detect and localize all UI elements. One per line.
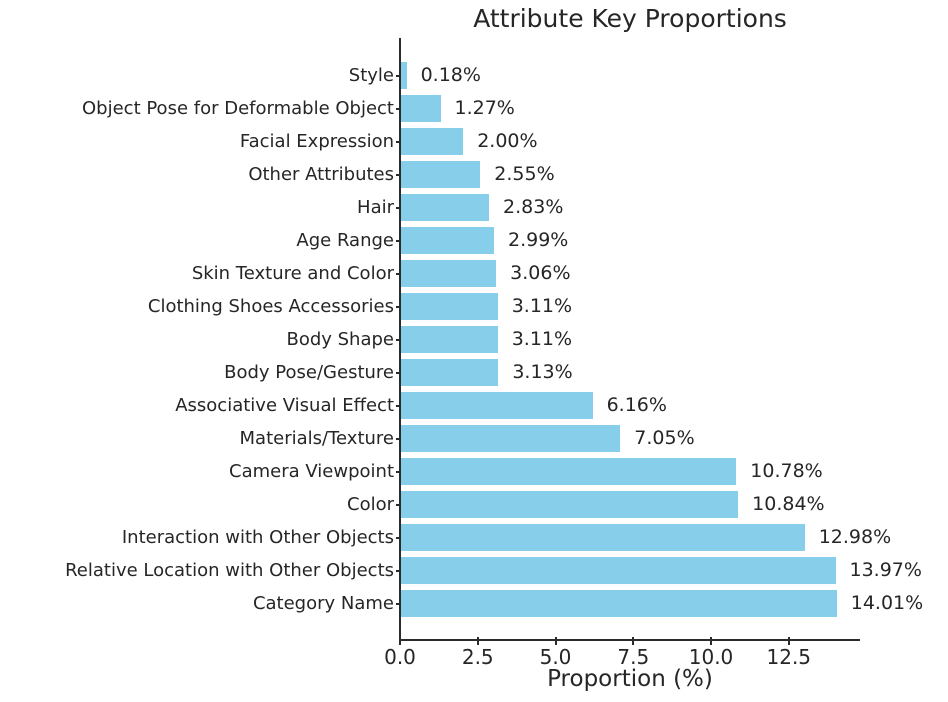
x-axis-label: Proportion (%) xyxy=(547,666,713,692)
y-tick-mark xyxy=(396,305,404,308)
y-tick-mark xyxy=(396,371,404,374)
bar xyxy=(401,293,498,320)
bar xyxy=(401,161,481,188)
bar-value-label: 2.83% xyxy=(503,196,564,218)
bar-value-label: 1.27% xyxy=(454,97,515,119)
y-tick-mark xyxy=(396,602,404,605)
y-tick-mark xyxy=(396,437,404,440)
bar-value-label: 13.97% xyxy=(849,559,922,581)
category-label: Object Pose for Deformable Object xyxy=(82,98,394,119)
category-label: Color xyxy=(347,494,394,515)
x-tick-mark xyxy=(710,637,713,645)
category-label: Other Attributes xyxy=(248,164,394,185)
y-tick-mark xyxy=(396,206,404,209)
y-tick-mark xyxy=(396,503,404,506)
x-tick-label: 10.0 xyxy=(688,645,734,669)
chart-title: Attribute Key Proportions xyxy=(473,4,787,33)
bar-value-label: 2.55% xyxy=(494,163,555,185)
bar xyxy=(401,95,441,122)
x-tick-label: 12.5 xyxy=(766,645,812,669)
x-tick-mark xyxy=(476,637,479,645)
bar xyxy=(401,491,739,518)
bar-value-label: 7.05% xyxy=(634,427,695,449)
y-tick-mark xyxy=(396,107,404,110)
x-tick-mark xyxy=(632,637,635,645)
bar xyxy=(401,425,621,452)
x-tick-label: 7.5 xyxy=(617,645,650,669)
x-tick-mark xyxy=(787,637,790,645)
category-label: Materials/Texture xyxy=(239,428,394,449)
bar xyxy=(401,359,499,386)
y-tick-mark xyxy=(396,74,404,77)
y-tick-mark xyxy=(396,173,404,176)
y-tick-mark xyxy=(396,272,404,275)
bar-value-label: 3.13% xyxy=(512,361,573,383)
y-tick-mark xyxy=(396,338,404,341)
category-label: Facial Expression xyxy=(239,131,394,152)
x-tick-label: 5.0 xyxy=(539,645,572,669)
bar-value-label: 2.00% xyxy=(477,130,538,152)
bar xyxy=(401,260,497,287)
category-label: Body Pose/Gesture xyxy=(224,362,394,383)
x-tick-mark xyxy=(399,637,401,645)
category-label: Clothing Shoes Accessories xyxy=(147,296,394,317)
bar xyxy=(401,128,464,155)
category-label: Body Shape xyxy=(286,329,394,350)
category-label: Relative Location with Other Objects xyxy=(65,560,394,581)
category-label: Interaction with Other Objects xyxy=(121,527,394,548)
category-label: Associative Visual Effect xyxy=(175,395,394,416)
bar xyxy=(401,227,494,254)
bar-value-label: 3.06% xyxy=(510,262,571,284)
y-tick-mark xyxy=(396,404,404,407)
category-label: Category Name xyxy=(252,593,394,614)
y-tick-mark xyxy=(396,239,404,242)
bar xyxy=(401,458,737,485)
bar-value-label: 12.98% xyxy=(818,526,892,548)
bar-value-label: 14.01% xyxy=(850,592,924,614)
bar xyxy=(401,194,489,221)
y-tick-mark xyxy=(396,569,404,572)
bar-value-label: 3.11% xyxy=(511,295,573,317)
category-label: Skin Texture and Color xyxy=(191,263,394,284)
bar xyxy=(401,590,837,617)
y-tick-mark xyxy=(396,140,404,143)
x-axis-line xyxy=(399,639,860,641)
bar-value-label: 3.11% xyxy=(511,328,573,350)
bar xyxy=(401,62,407,89)
bar-value-label: 10.84% xyxy=(752,493,825,515)
category-label: Age Range xyxy=(296,230,394,251)
x-tick-label: 2.5 xyxy=(461,645,494,669)
category-label: Hair xyxy=(357,197,394,218)
bar-value-label: 0.18% xyxy=(420,64,481,86)
bar xyxy=(401,557,836,584)
category-label: Style xyxy=(348,65,394,86)
bar-value-label: 6.16% xyxy=(606,394,667,416)
bar-value-label: 2.99% xyxy=(507,229,569,251)
bar-value-label: 10.78% xyxy=(750,460,823,482)
category-label: Camera Viewpoint xyxy=(229,461,394,482)
x-tick-label: 0.0 xyxy=(384,645,416,669)
bar xyxy=(401,326,498,353)
y-tick-mark xyxy=(396,470,404,473)
x-tick-mark xyxy=(554,637,557,645)
bar xyxy=(401,524,805,551)
bar xyxy=(401,392,593,419)
y-tick-mark xyxy=(396,536,404,539)
